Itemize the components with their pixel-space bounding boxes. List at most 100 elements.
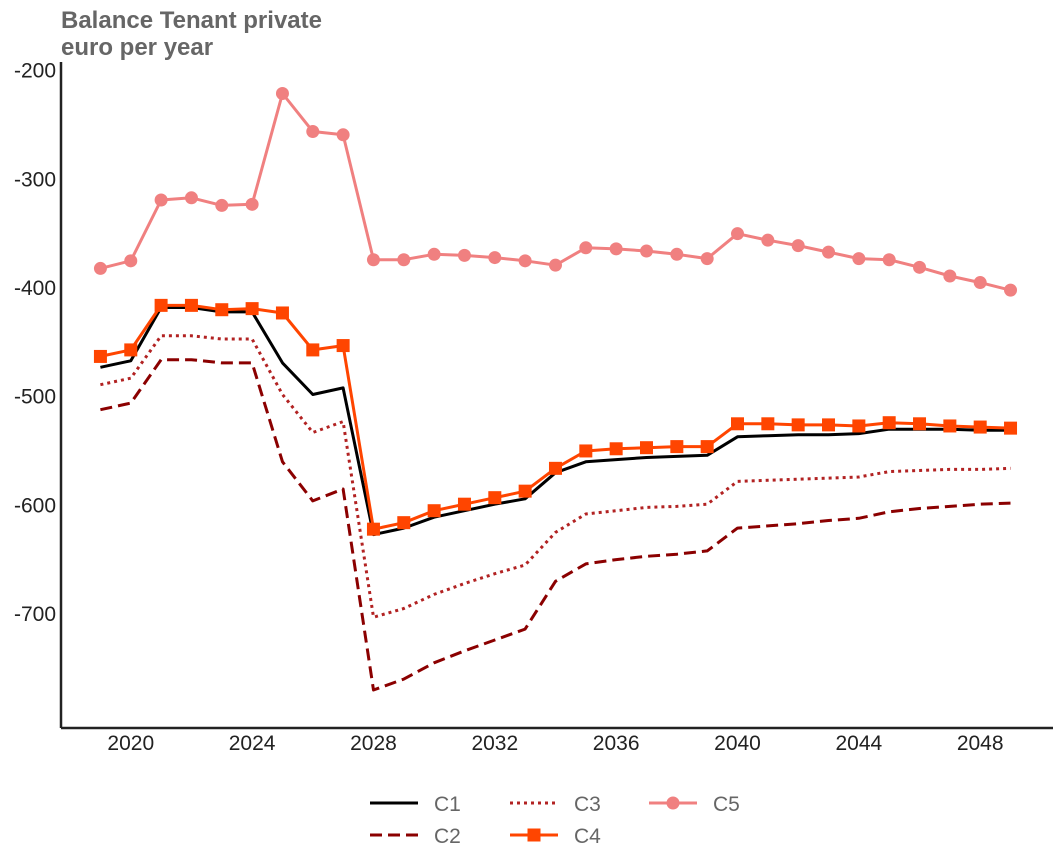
series-line-c2 xyxy=(100,358,1011,692)
point-c5-2020 xyxy=(124,254,138,268)
legend-item-c2: C2 xyxy=(370,825,461,848)
point-c5-2036 xyxy=(609,242,623,256)
point-c5-2030 xyxy=(427,247,441,261)
legend-marker xyxy=(666,796,680,810)
point-c5-2028 xyxy=(366,253,380,267)
point-c4-2046 xyxy=(913,417,927,431)
series-line-c1 xyxy=(100,306,1011,537)
legend-item-c4: C4 xyxy=(510,825,601,848)
point-c4-2037 xyxy=(639,441,653,455)
x-tick-label: 2020 xyxy=(107,732,154,755)
chart-subtitle: euro per year xyxy=(61,34,213,61)
point-c5-2032 xyxy=(488,251,502,265)
point-c4-2042 xyxy=(791,418,805,432)
point-c4-2035 xyxy=(579,444,593,458)
point-c4-2043 xyxy=(822,418,836,432)
point-c4-2044 xyxy=(852,419,866,433)
point-c5-2034 xyxy=(548,258,562,272)
point-c5-2048 xyxy=(973,276,987,290)
point-c5-2042 xyxy=(791,239,805,253)
point-c4-2019 xyxy=(93,349,107,363)
x-tick-label: 2040 xyxy=(714,732,761,755)
legend: C1 C2 C3 C4 C5 xyxy=(370,793,740,848)
point-c4-2023 xyxy=(215,303,229,317)
legend-label: C1 xyxy=(434,793,461,816)
point-c5-2049 xyxy=(1004,283,1018,297)
y-tick-label: -400 xyxy=(14,277,56,300)
point-c5-2046 xyxy=(913,260,927,274)
point-c5-2040 xyxy=(731,227,745,241)
x-tick-label: 2024 xyxy=(229,732,276,755)
point-c5-2043 xyxy=(822,245,836,259)
point-c4-2041 xyxy=(761,417,775,431)
series-line-c4 xyxy=(100,303,1011,531)
point-c4-2021 xyxy=(154,298,168,312)
y-tick-label: -700 xyxy=(14,603,56,626)
legend-marker xyxy=(527,828,541,842)
point-c4-2038 xyxy=(670,440,684,454)
point-c5-2025 xyxy=(275,87,289,101)
point-c4-2048 xyxy=(973,420,987,434)
legend-item-c3: C3 xyxy=(510,793,601,816)
point-c5-2044 xyxy=(852,252,866,266)
point-c5-2027 xyxy=(336,128,350,142)
point-c5-2033 xyxy=(518,254,532,268)
point-c4-2047 xyxy=(943,419,957,433)
point-c4-2045 xyxy=(882,416,896,430)
point-c5-2026 xyxy=(306,125,320,139)
y-tick-label: -500 xyxy=(14,386,56,409)
series-line-c3 xyxy=(100,334,1011,619)
y-tick-label: -200 xyxy=(14,60,56,83)
point-c5-2041 xyxy=(761,233,775,247)
x-tick-label: 2048 xyxy=(957,732,1004,755)
x-tick-label: 2028 xyxy=(350,732,397,755)
point-c4-2030 xyxy=(427,504,441,518)
point-c4-2022 xyxy=(184,298,198,312)
point-c4-2033 xyxy=(518,484,532,498)
point-c4-2029 xyxy=(397,516,411,530)
point-c5-2029 xyxy=(397,253,411,267)
series-markers xyxy=(93,87,1018,536)
point-c4-2039 xyxy=(700,440,714,454)
point-c5-2019 xyxy=(93,261,107,275)
point-c4-2020 xyxy=(124,343,138,357)
point-c4-2036 xyxy=(609,442,623,456)
point-c4-2028 xyxy=(366,522,380,536)
point-c4-2031 xyxy=(457,497,471,511)
legend-label: C5 xyxy=(713,793,740,816)
point-c5-2045 xyxy=(882,253,896,267)
point-c5-2023 xyxy=(215,198,229,212)
point-c5-2021 xyxy=(154,193,168,207)
point-c5-2035 xyxy=(579,241,593,255)
y-axis-ticks: -200 -300 -400 -500 -600 -700 xyxy=(14,60,56,626)
chart-title: Balance Tenant private xyxy=(61,7,322,34)
legend-item-c5: C5 xyxy=(649,793,740,816)
point-c5-2038 xyxy=(670,247,684,261)
point-c4-2026 xyxy=(306,343,320,357)
legend-label: C3 xyxy=(574,793,601,816)
point-c5-2022 xyxy=(184,191,198,205)
x-tick-label: 2044 xyxy=(835,732,882,755)
point-c5-2047 xyxy=(943,269,957,283)
point-c5-2024 xyxy=(245,197,259,211)
y-tick-label: -600 xyxy=(14,494,56,517)
point-c4-2032 xyxy=(488,491,502,505)
point-c4-2025 xyxy=(275,306,289,320)
legend-label: C4 xyxy=(574,825,601,848)
x-tick-label: 2036 xyxy=(593,732,640,755)
x-tick-label: 2032 xyxy=(471,732,518,755)
series-lines xyxy=(100,92,1011,692)
point-c4-2024 xyxy=(245,302,259,316)
point-c4-2027 xyxy=(336,339,350,353)
point-c5-2031 xyxy=(457,248,471,262)
point-c4-2040 xyxy=(731,417,745,431)
point-c5-2037 xyxy=(639,244,653,258)
x-axis-ticks: 2020 2024 2028 2032 2036 2040 2044 2048 xyxy=(107,732,1003,755)
y-tick-label: -300 xyxy=(14,168,56,191)
point-c4-2049 xyxy=(1004,421,1018,435)
legend-label: C2 xyxy=(434,825,461,848)
point-c5-2039 xyxy=(700,252,714,266)
point-c4-2034 xyxy=(548,461,562,475)
legend-item-c1: C1 xyxy=(370,793,461,816)
